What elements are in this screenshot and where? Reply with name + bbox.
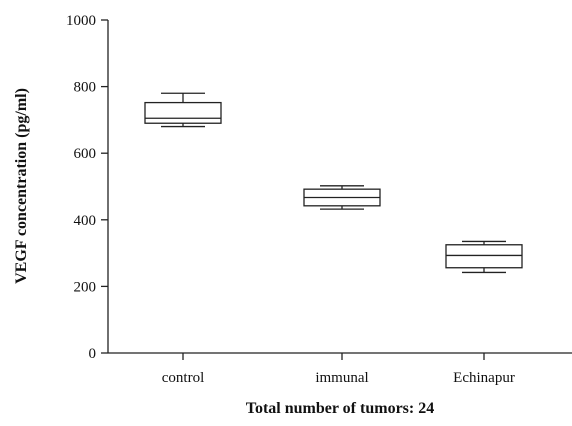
boxes xyxy=(144,92,523,274)
y-tick-label: 600 xyxy=(74,146,97,162)
y-tick-label: 0 xyxy=(89,346,97,362)
y-tick-label: 400 xyxy=(74,213,97,229)
x-tick-label: immunal xyxy=(315,370,368,386)
box-echinapur xyxy=(445,240,523,274)
y-tick-label: 1000 xyxy=(66,13,96,29)
iqr-box xyxy=(445,244,523,269)
x-ticks: control immunal Echinapur xyxy=(162,353,515,386)
x-tick-label: control xyxy=(162,370,205,386)
axes xyxy=(107,20,572,354)
box-immunal xyxy=(303,185,381,210)
y-ticks: 0 200 400 600 800 1000 xyxy=(66,13,108,362)
x-axis-title: Total number of tumors: 24 xyxy=(246,400,434,417)
y-tick-label: 800 xyxy=(74,80,97,96)
y-axis-title: VEGF concentration (pg/ml) xyxy=(13,88,30,284)
iqr-box xyxy=(144,101,222,124)
x-tick-label: Echinapur xyxy=(453,370,515,386)
y-tick-label: 200 xyxy=(74,279,97,295)
box-control xyxy=(144,92,222,128)
